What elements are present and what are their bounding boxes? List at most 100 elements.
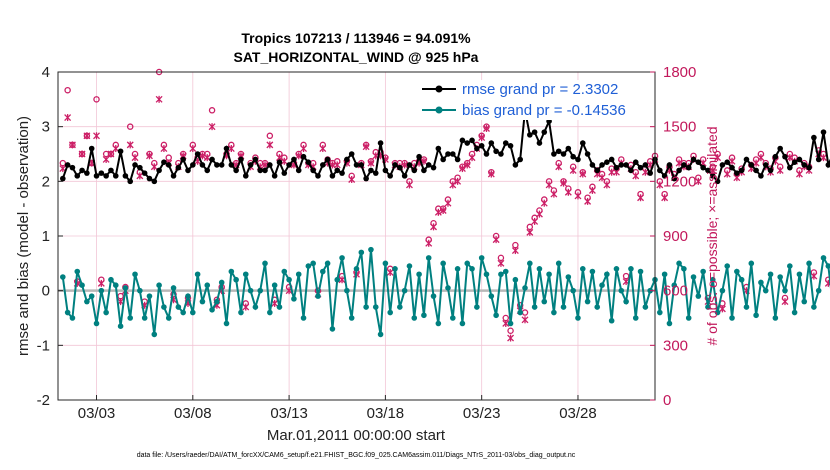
nused-point-71 [401,161,409,169]
bias-point-55 [324,260,331,267]
rmse-point-100 [541,129,548,135]
x-axis-label: Mar.01,2011 00:00:00 start [267,427,446,444]
bias-point-60 [348,315,355,321]
rmse-point-127 [671,175,678,182]
nused-point-128 [675,159,683,167]
rmse-point-155 [806,164,812,171]
rmse-point-37 [238,156,244,163]
bias-point-88 [483,271,490,278]
rmse-point-64 [368,167,374,174]
nused-point-79 [439,206,447,214]
rmse-point-58 [339,170,345,176]
rmse-point-10 [108,167,114,174]
bias-point-127 [671,282,678,289]
nused-point-31 [208,123,216,131]
bias-point-83 [459,320,466,327]
bias-point-62 [358,249,365,256]
nused-point-27 [189,145,197,153]
nused-point-139 [728,157,736,165]
rmse-point-15 [132,162,138,168]
rmse-point-57 [334,167,341,174]
bias-point-24 [175,304,182,310]
bias-point-96 [522,285,528,291]
nused-point-4 [78,150,86,158]
bias-point-16 [137,287,143,294]
nused-point-76 [425,239,433,247]
bias-point-43 [267,309,273,316]
footer-data-file: data file: /Users/raeder/DAI/ATM_forcXX/… [137,452,576,459]
rmse-point-28 [194,151,201,157]
nused-point-125 [661,194,669,202]
nused-point-100 [540,199,548,207]
nused-point-138 [723,170,731,178]
rmse-point-158 [820,129,827,135]
rmse-point-142 [743,156,750,163]
rmse-point-3 [74,173,81,179]
rmse-point-41 [257,167,264,174]
bias-point-113 [604,271,610,278]
x-tick-label-3: 03/18 [367,405,405,422]
nused-point-64 [367,159,375,167]
bias-point-1 [64,309,71,316]
nused-point-84 [463,161,471,169]
nused-point-107 [574,192,582,200]
nused-point-16 [136,172,144,180]
nused-point-105 [564,188,572,196]
bias-point-98 [531,304,538,310]
bias-point-14 [127,315,134,321]
rmse-point-23 [170,173,177,179]
bias-point-68 [387,309,394,316]
bias-point-124 [657,309,663,316]
nused-point-112 [598,174,606,182]
bias-point-97 [527,260,533,267]
bias-point-38 [242,271,249,278]
nused-point-94 [511,247,519,255]
bias-point-115 [613,266,620,272]
nused-point-156 [810,272,818,280]
bias-point-13 [122,285,129,291]
rmse-point-117 [623,162,629,168]
rmse-point-97 [527,132,533,138]
bias-point-48 [291,296,297,302]
rmse-point-7 [93,173,100,179]
rmse-point-69 [392,162,398,168]
rmse-point-6 [88,145,95,152]
rmse-point-50 [300,153,307,160]
rmse-point-113 [604,159,610,165]
nused-point-93 [507,334,515,342]
rmse-point-118 [628,167,634,174]
nposs-point-93 [507,327,514,335]
rmse-point-2 [69,164,76,171]
rmse-point-111 [594,167,601,174]
bias-point-120 [637,268,644,275]
rmse-point-24 [175,164,182,171]
bias-point-71 [401,287,408,294]
bias-point-22 [165,315,172,321]
grid-lines [58,71,655,401]
axis-ticks: -2 -1 0 1 2 3 4 0 300 600 900 1200 1500 1800 03/03 03/0… [37,64,697,422]
nused-point-144 [752,159,760,167]
nused-point-1 [64,114,72,122]
bias-point-35 [228,268,235,275]
rmse-point-42 [262,167,268,174]
rmse-point-95 [517,156,523,163]
rmse-point-87 [478,143,485,149]
bias-point-105 [565,274,572,280]
bias-point-158 [820,255,827,261]
rmse-point-99 [536,140,543,146]
rmse-point-26 [185,167,191,174]
bias-point-136 [714,309,721,316]
bias-point-77 [430,293,437,299]
bias-point-94 [512,276,519,283]
bias-point-155 [806,260,812,267]
rmse-point-44 [271,173,278,179]
bias-point-64 [368,246,374,253]
rmse-point-63 [363,175,369,182]
bias-point-32 [214,298,220,305]
nused-point-88 [483,124,490,132]
nused-point-108 [579,170,587,178]
rmse-point-152 [791,159,798,165]
rmse-point-20 [156,167,162,174]
rmse-point-55 [324,156,331,163]
legend-rmse-marker [435,85,443,93]
